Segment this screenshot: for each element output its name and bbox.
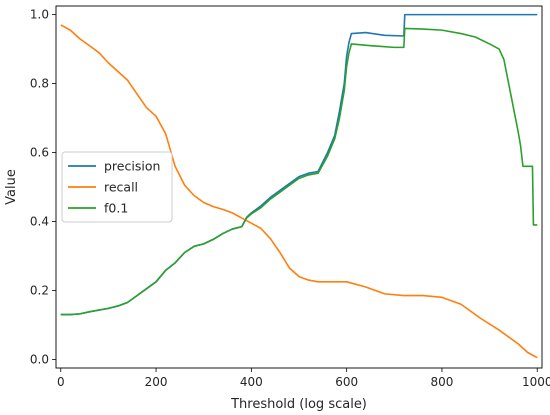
y-tick-label: 0.6 [30, 146, 49, 160]
x-tick-label: 200 [145, 375, 168, 389]
x-axis-label: Threshold (log scale) [230, 397, 367, 412]
y-tick-label: 0.0 [30, 352, 49, 366]
x-tick-label: 600 [335, 375, 358, 389]
y-axis-label: Value [4, 169, 19, 205]
legend-box [61, 151, 173, 223]
series-line-recall [60, 24, 538, 359]
y-tick-label: 0.8 [30, 77, 49, 91]
x-tick-label: 400 [240, 375, 263, 389]
y-tick-label: 0.2 [30, 283, 49, 297]
plot-area [60, 13, 538, 359]
x-tick-label: 800 [430, 375, 453, 389]
x-tick-label: 0 [57, 375, 65, 389]
legend-label: recall [104, 180, 138, 195]
series-line-f0-1 [60, 27, 538, 316]
y-tick-label: 0.4 [30, 214, 49, 228]
ticks: 0 200 400 600 800 1000 0.0 0.2 0.4 0.6 0.8 1.0 [30, 8, 550, 389]
y-tick-label: 1.0 [30, 8, 49, 22]
x-tick-label: 1000 [522, 375, 550, 389]
axes-frame [55, 5, 543, 369]
legend-label: f0.1 [104, 201, 128, 216]
legend-label: precision [104, 159, 160, 174]
legend: precision recall f0.1 [61, 151, 173, 223]
